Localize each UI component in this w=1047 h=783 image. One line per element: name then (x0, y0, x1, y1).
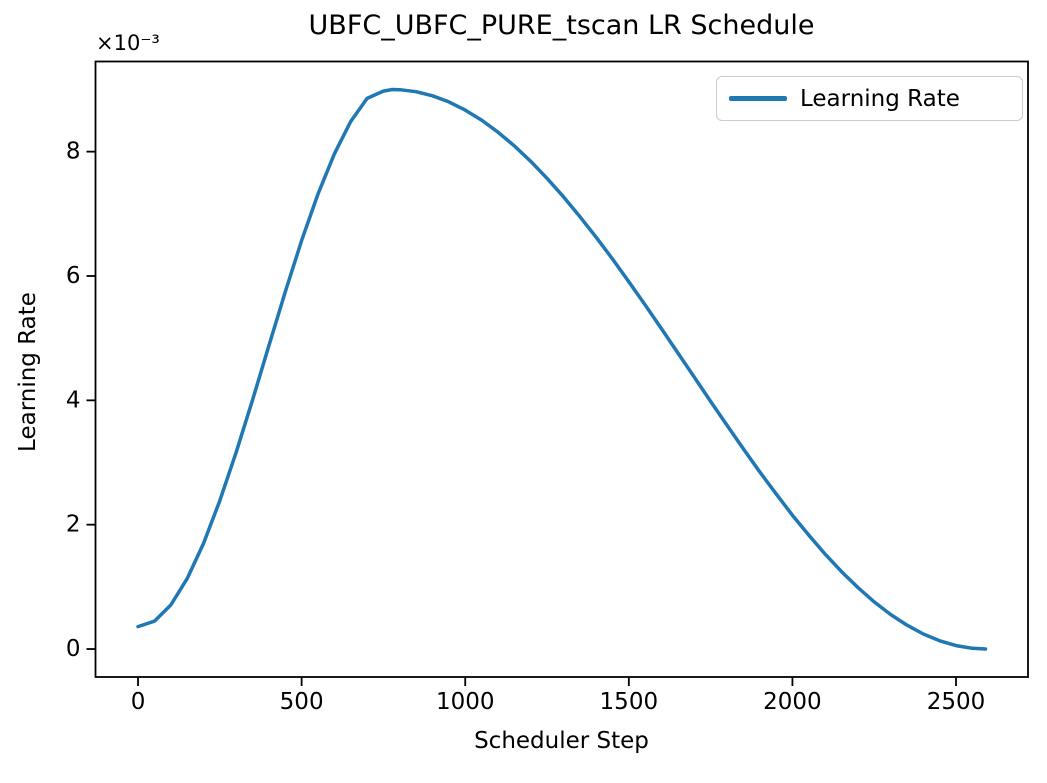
x-tick-label: 2500 (927, 689, 986, 715)
x-tick-label: 2000 (763, 689, 822, 715)
y-tick-label: 0 (66, 636, 81, 662)
legend-label: Learning Rate (800, 85, 960, 112)
x-axis-label: Scheduler Step (474, 728, 649, 754)
x-tick-label: 1500 (600, 689, 659, 715)
axis-ticks (86, 150, 957, 686)
learning-rate-curve (136, 87, 988, 651)
y-tick-label: 6 (66, 263, 81, 289)
legend-line-sample (729, 96, 787, 101)
y-axis-offset-label: ×10⁻³ (96, 31, 160, 55)
y-tick-label: 8 (66, 139, 81, 165)
x-tick-label: 1000 (436, 689, 495, 715)
x-tick-label: 500 (280, 689, 324, 715)
axis-tick-labels: 0 500 1000 1500 2000 2500 0 2 4 6 8 (66, 139, 985, 715)
y-tick-label: 2 (66, 512, 81, 538)
y-axis-label: Learning Rate (15, 292, 41, 452)
legend: Learning Rate (716, 76, 1023, 121)
y-tick-label: 4 (66, 387, 81, 413)
chart-title: UBFC_UBFC_PURE_tscan LR Schedule (308, 10, 815, 41)
x-tick-label: 0 (131, 689, 146, 715)
plot-area-border (94, 60, 1029, 678)
